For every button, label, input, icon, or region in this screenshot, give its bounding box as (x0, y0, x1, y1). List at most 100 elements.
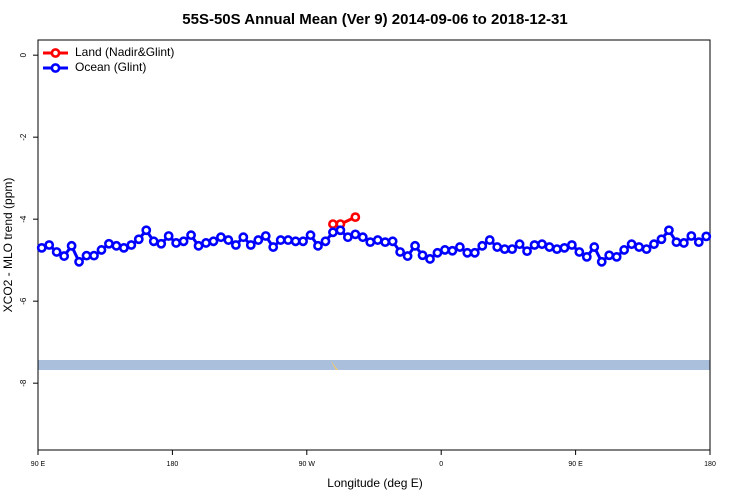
data-point (36, 242, 47, 253)
data-point (245, 240, 256, 250)
data-point (96, 245, 107, 255)
y-tick-label: -6 (19, 297, 28, 305)
data-point (66, 240, 77, 251)
data-point (440, 245, 450, 255)
data-point (552, 244, 562, 254)
data-point (499, 244, 510, 254)
data-point (230, 240, 241, 250)
data-point (328, 219, 338, 229)
data-point (283, 235, 294, 245)
data-point (462, 247, 473, 258)
data-point (432, 247, 443, 258)
data-point (574, 247, 585, 257)
data-point (417, 250, 428, 261)
data-point (148, 236, 159, 247)
data-point (566, 240, 577, 250)
data-point (275, 235, 286, 245)
data-point (686, 231, 697, 241)
data-point (342, 232, 353, 243)
data-point (678, 238, 689, 248)
data-point (335, 225, 346, 236)
data-point (238, 232, 249, 243)
x-tick-label: 180 (704, 461, 716, 468)
data-point (596, 256, 607, 267)
data-point (425, 254, 435, 264)
data-point (477, 240, 488, 251)
data-point (649, 239, 659, 250)
data-point (223, 235, 234, 245)
data-point (410, 240, 420, 251)
legend-label: Ocean (Glint) (75, 60, 146, 74)
data-point (133, 234, 144, 245)
data-point (268, 242, 279, 252)
data-point (193, 240, 204, 251)
data-point (328, 227, 338, 238)
data-point (59, 251, 70, 261)
data-point (260, 231, 271, 241)
data-point (492, 242, 503, 252)
x-tick-label: 180 (167, 461, 179, 468)
data-point (208, 236, 219, 247)
data-point (634, 242, 644, 252)
data-point (171, 238, 182, 248)
data-point (305, 230, 316, 241)
data-point (619, 245, 630, 255)
x-tick-label: 90 E (31, 461, 46, 468)
data-point (163, 231, 174, 241)
legend-marker (50, 48, 61, 58)
data-point (186, 230, 196, 241)
legend-marker (50, 63, 61, 73)
data-point (387, 236, 398, 247)
data-point (529, 240, 540, 250)
x-tick-label: 0 (439, 461, 443, 468)
data-point (447, 245, 458, 256)
data-point (656, 234, 667, 245)
data-point (664, 225, 674, 236)
data-point (514, 239, 525, 250)
data-point (320, 236, 331, 247)
x-tick-label: 90 E (568, 461, 583, 468)
data-point (671, 237, 682, 248)
data-point (290, 236, 301, 247)
data-point (89, 250, 99, 261)
data-point (51, 247, 62, 257)
data-point (44, 240, 55, 250)
y-tick-label: -4 (19, 215, 28, 223)
data-point (253, 235, 264, 245)
data-point (111, 240, 122, 251)
data-point (395, 247, 406, 257)
data-point (604, 250, 615, 261)
data-point (581, 251, 592, 262)
y-axis-label: XCO2 - MLO trend (ppm) (1, 178, 15, 313)
data-point (402, 251, 413, 261)
data-point (626, 239, 637, 250)
data-point (454, 242, 465, 252)
data-point (74, 256, 84, 267)
data-point (469, 247, 480, 258)
data-point (484, 235, 495, 245)
x-axis-label: Longitude (deg E) (327, 476, 422, 490)
data-point (701, 231, 712, 242)
y-tick-label: -8 (19, 379, 28, 387)
legend-label: Land (Nadir&Glint) (75, 45, 174, 59)
data-point (216, 232, 226, 243)
data-point (81, 250, 92, 261)
data-point (693, 237, 704, 248)
data-point (522, 246, 532, 257)
data-point (537, 239, 547, 250)
data-point (104, 238, 114, 249)
data-point (611, 251, 622, 262)
y-tick-label: 0 (19, 52, 28, 57)
data-point (141, 225, 152, 236)
data-point (126, 240, 137, 250)
y-tick-label: -2 (19, 133, 28, 141)
data-point (156, 238, 167, 249)
data-point (559, 242, 570, 253)
data-point (357, 232, 368, 243)
data-point (298, 236, 308, 247)
data-point (201, 238, 211, 248)
data-point (641, 244, 652, 254)
x-tick-label: 90 W (299, 461, 316, 468)
